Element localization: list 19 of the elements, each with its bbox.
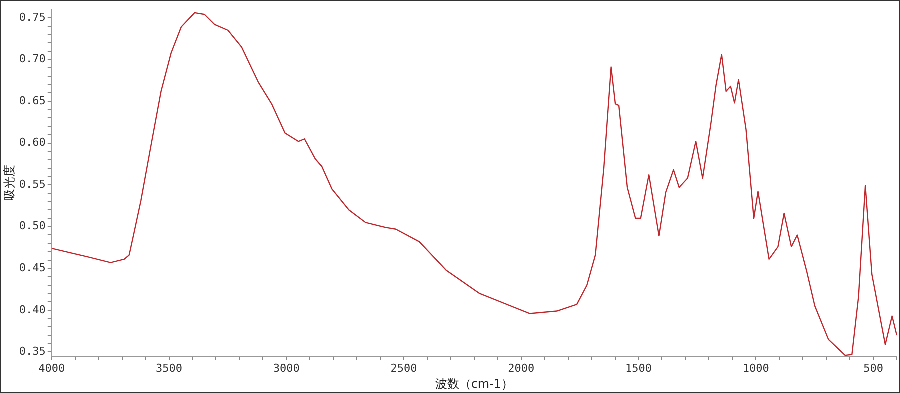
y-tick-label: 0.50 xyxy=(19,220,46,233)
x-tick-label: 3500 xyxy=(156,362,183,375)
x-tick-label: 4000 xyxy=(38,362,66,375)
y-tick-label: 0.45 xyxy=(19,262,46,275)
y-tick-label: 0.35 xyxy=(19,345,46,358)
x-tick-label: 3000 xyxy=(273,362,300,375)
x-axis-title: 波数（cm-1） xyxy=(435,376,514,391)
x-tick-label: 500 xyxy=(864,362,884,375)
y-tick-label: 0.75 xyxy=(19,10,46,24)
y-tick-label: 0.60 xyxy=(19,136,46,150)
y-tick-label: 0.70 xyxy=(19,52,46,66)
y-axis-title: 吸光度 xyxy=(2,165,16,201)
x-tick-label: 1000 xyxy=(742,362,770,375)
y-tick-label: 0.55 xyxy=(19,178,46,191)
x-tick-label: 1500 xyxy=(626,362,652,375)
x-tick-label: 2000 xyxy=(508,362,535,375)
y-tick-label: 0.65 xyxy=(19,94,46,108)
x-tick-label: 2500 xyxy=(390,362,418,375)
y-tick-label: 0.40 xyxy=(19,303,46,316)
